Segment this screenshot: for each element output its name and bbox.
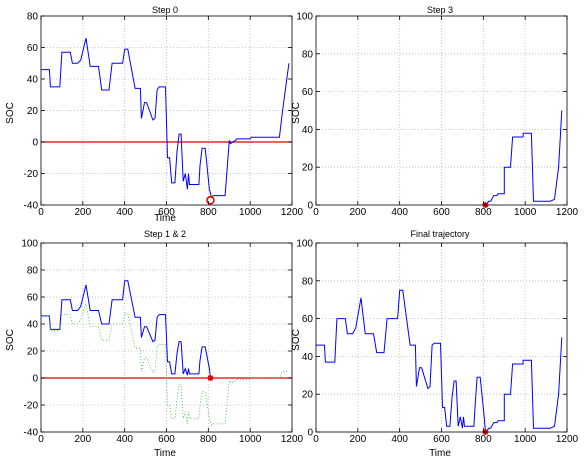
x-tick-label: 200 <box>349 434 366 445</box>
marker-star <box>207 375 214 381</box>
plot-area: 0 200 400 600 800 1000 1200 -40 -20 0 20 40 60 80 <box>24 12 304 219</box>
y-tick-label: 40 <box>27 320 39 331</box>
x-tick-label: 1200 <box>556 434 579 445</box>
xlabel-step-1-2: Time <box>154 448 176 459</box>
title-final-trajectory: Final trajectory <box>410 229 470 239</box>
series-line-trajectory <box>486 110 563 206</box>
x-tick-label: 800 <box>475 434 492 445</box>
ylabel-step-0: SOC <box>5 102 16 124</box>
ylabel-final-trajectory: SOC <box>291 329 302 351</box>
y-tick-label: 80 <box>302 276 314 287</box>
y-tick-label: -40 <box>24 428 39 439</box>
x-tick-label: 1200 <box>281 434 304 445</box>
x-tick-label: 1000 <box>514 207 537 218</box>
y-tick-label: 20 <box>302 390 314 401</box>
y-tick-label: 20 <box>302 163 314 174</box>
x-tick-label: 0 <box>313 207 319 218</box>
subplot-step-3: 0 200 400 600 800 1000 1200 0 20 40 60 80 100 Step 3… <box>291 5 579 218</box>
y-tick-label: 80 <box>27 12 39 23</box>
x-tick-label: 1200 <box>556 207 579 218</box>
plot-area: 0 200 400 600 800 1000 1200 -40 -20 0 20 40 60 80 100 <box>21 239 303 446</box>
y-tick-label: 60 <box>27 293 39 304</box>
y-tick-label: 60 <box>302 314 314 325</box>
y-tick-label: 100 <box>296 239 313 250</box>
x-tick-label: 200 <box>74 207 91 218</box>
y-tick-label: 40 <box>27 75 39 86</box>
x-tick-label: 400 <box>116 434 133 445</box>
y-tick-label: 0 <box>32 138 38 149</box>
subplot-final-trajectory: 0 200 400 600 800 1000 1200 0 20 40 60 80 100 Final … <box>291 229 579 459</box>
x-tick-label: 400 <box>391 207 408 218</box>
x-tick-label: 600 <box>433 434 450 445</box>
x-tick-label: 800 <box>475 207 492 218</box>
x-tick-label: 0 <box>38 434 44 445</box>
axes-background <box>316 16 567 205</box>
y-tick-label: -20 <box>24 401 39 412</box>
x-tick-label: 0 <box>313 434 319 445</box>
y-tick-label: 100 <box>296 12 313 23</box>
y-tick-label: 80 <box>27 266 39 277</box>
y-tick-label: 0 <box>307 201 313 212</box>
x-tick-label: 600 <box>158 207 175 218</box>
plot-area: 0 200 400 600 800 1000 1200 0 20 40 60 80 100 <box>296 12 578 219</box>
y-tick-label: 40 <box>302 352 314 363</box>
x-tick-label: 200 <box>74 434 91 445</box>
ylabel-step-1-2: SOC <box>5 329 16 351</box>
x-tick-label: 800 <box>200 434 217 445</box>
y-tick-label: 80 <box>302 49 314 60</box>
x-tick-label: 600 <box>158 434 175 445</box>
axes-background <box>316 243 567 432</box>
x-tick-label: 1000 <box>514 434 537 445</box>
x-tick-label: 1000 <box>239 207 262 218</box>
y-tick-label: 40 <box>302 125 314 136</box>
x-tick-label: 1000 <box>239 434 262 445</box>
xlabel-step-0: Time <box>154 213 176 224</box>
y-tick-label: 100 <box>21 239 38 250</box>
y-tick-label: 60 <box>302 87 314 98</box>
x-tick-label: 1200 <box>281 207 304 218</box>
x-tick-label: 400 <box>391 434 408 445</box>
marker-circle <box>206 196 215 205</box>
series-line-trajectory <box>316 289 563 433</box>
series-line-trajectory <box>41 280 211 379</box>
x-tick-label: 800 <box>200 207 217 218</box>
title-step-0: Step 0 <box>152 5 178 15</box>
x-tick-label: 200 <box>349 207 366 218</box>
y-tick-label: -40 <box>24 201 39 212</box>
y-tick-label: 20 <box>27 106 39 117</box>
y-tick-label: 0 <box>32 374 38 385</box>
x-tick-label: 600 <box>433 207 450 218</box>
title-step-3: Step 3 <box>427 5 453 15</box>
subplot-step-0: 0 200 400 600 800 1000 1200 -40 -20 0 20 40 60 80 Ste… <box>5 5 304 224</box>
y-tick-label: 20 <box>27 347 39 358</box>
x-tick-label: 400 <box>116 207 133 218</box>
xlabel-final-trajectory: Time <box>429 448 451 459</box>
subplot-step-1-2: 0 200 400 600 800 1000 1200-40-20020406080100 … <box>5 229 304 459</box>
series-line-trajectory <box>41 37 290 198</box>
ylabel-step-3: SOC <box>291 102 302 124</box>
y-tick-label: 0 <box>307 428 313 439</box>
y-tick-label: -20 <box>24 169 39 180</box>
title-step-1-2: Step 1 & 2 <box>144 229 186 239</box>
y-tick-label: 60 <box>27 43 39 54</box>
x-tick-label: 0 <box>38 207 44 218</box>
plot-area: 0 200 400 600 800 1000 1200 0 20 40 60 80 100 <box>296 239 578 446</box>
